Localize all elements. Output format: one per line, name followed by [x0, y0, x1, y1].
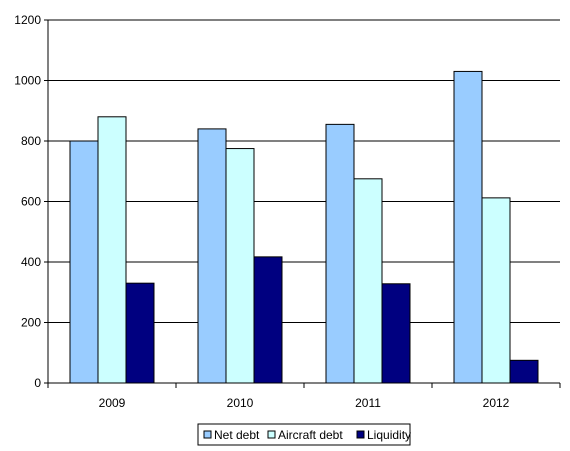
y-tick-label: 800: [21, 134, 41, 148]
y-axis: 0 200 400 600 800 1000 1200: [14, 13, 48, 390]
y-tick-label: 1200: [14, 13, 41, 27]
bar-liquidity-2012: [509, 359, 539, 384]
y-tick-label: 600: [21, 195, 41, 209]
bar-aircraft-debt-2012: [481, 197, 511, 384]
bar-net-debt-2010: [197, 128, 227, 384]
bars: [69, 70, 539, 384]
x-tick-label: 2011: [355, 396, 381, 410]
y-tick-label: 1000: [14, 74, 41, 88]
bar-aircraft-debt-2011: [353, 178, 383, 384]
legend-label: Liquidity: [367, 428, 411, 442]
bar-net-debt-2011: [325, 123, 355, 384]
bar-net-debt-2009: [69, 140, 99, 384]
legend: Net debt Aircraft debt Liquidity: [197, 423, 411, 446]
legend-label: Net debt: [214, 428, 260, 442]
bar-aircraft-debt-2009: [97, 116, 127, 384]
x-tick-label: 2009: [99, 396, 126, 410]
legend-swatch: [267, 430, 276, 439]
bar-liquidity-2009: [125, 282, 155, 384]
x-tick-label: 2012: [483, 396, 510, 410]
x-tick-label: 2010: [227, 396, 254, 410]
legend-box: [197, 423, 411, 446]
legend-swatch: [356, 430, 365, 439]
y-tick-label: 200: [21, 316, 41, 330]
bar-net-debt-2012: [453, 70, 483, 384]
x-axis: 2009 2010 2011 2012: [47, 383, 561, 410]
bar-liquidity-2011: [381, 283, 411, 384]
legend-label: Aircraft debt: [278, 428, 343, 442]
bar-aircraft-debt-2010: [225, 148, 255, 384]
y-tick-label: 0: [34, 376, 41, 390]
bar-liquidity-2010: [253, 256, 283, 384]
legend-swatch: [203, 430, 212, 439]
y-tick-label: 400: [21, 255, 41, 269]
